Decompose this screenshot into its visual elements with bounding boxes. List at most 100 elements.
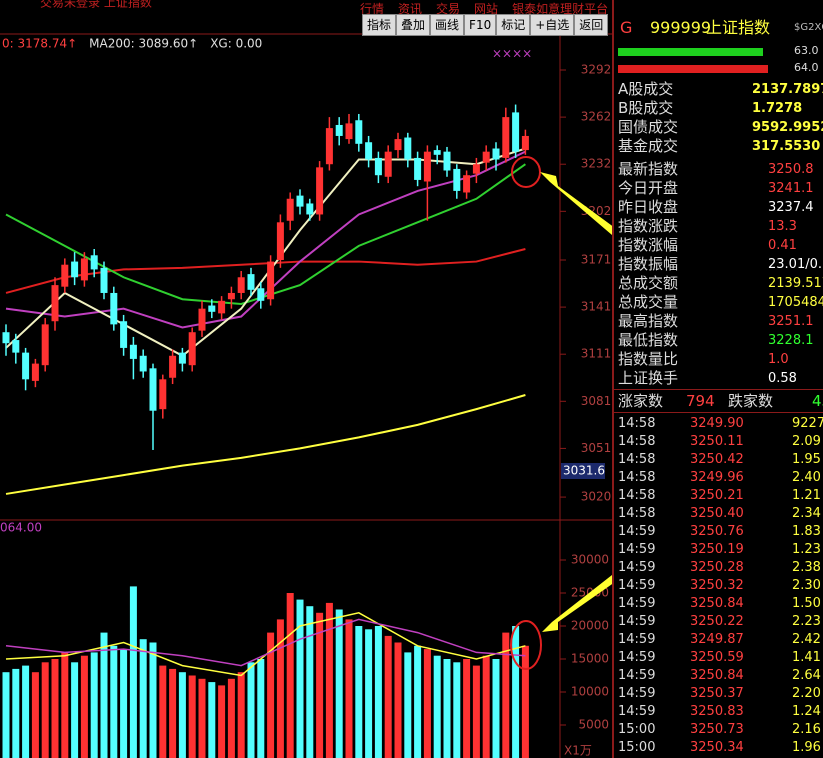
candle-body [237, 277, 245, 293]
price: 3250.22 [690, 614, 744, 629]
label: 总成交额 [618, 274, 679, 292]
candle-body [178, 352, 186, 364]
time: 14:59 [618, 668, 656, 683]
volume-bar [41, 662, 49, 758]
label: A股成交 [618, 80, 674, 98]
time: 14:59 [618, 560, 656, 575]
value: 1.7278 [752, 101, 803, 116]
y-tick-label: 3111 [581, 347, 612, 361]
candle-body [31, 363, 39, 381]
volume-bar [502, 632, 510, 758]
menu-item[interactable]: 行情 [360, 2, 385, 16]
candle-body [71, 261, 79, 278]
tick-row: 14:59 3250.32 2.30 [616, 576, 823, 595]
price-marker: 3031.6 [563, 464, 605, 478]
label: 最低指数 [618, 331, 679, 349]
label: 国债成交 [618, 118, 679, 136]
candle-body [267, 261, 275, 300]
y-tick-label: 3232 [581, 157, 612, 171]
price: 3250.83 [690, 704, 744, 719]
volume-bar [316, 612, 324, 758]
volume-bar [394, 642, 402, 758]
price: 3250.40 [690, 506, 744, 521]
price: 3250.28 [690, 560, 744, 575]
volume-bar [365, 629, 373, 758]
price: 3250.21 [690, 488, 744, 503]
volume-bar [286, 593, 294, 758]
volume-bar [51, 659, 59, 758]
volume-bar [31, 672, 39, 758]
volume-bar [423, 649, 431, 758]
y-tick-label: 5000 [578, 718, 609, 732]
ma-line [5, 394, 526, 495]
volume: 2.09 [792, 434, 821, 449]
bar-red [618, 65, 768, 73]
tick-row: 14:59 3250.83 1.24 [616, 702, 823, 721]
head-item: 上证指数 [706, 18, 771, 37]
label: 指数振幅 [618, 255, 679, 273]
volume-unit: X1万 [564, 744, 592, 758]
price: 3250.84 [690, 596, 744, 611]
value: 0.58 [768, 371, 797, 386]
volume-bar [453, 662, 461, 758]
toolbar-button[interactable]: 画线 [430, 14, 465, 36]
menu-item[interactable]: 交易 [436, 2, 461, 16]
price: 3250.32 [690, 578, 744, 593]
arrow [542, 575, 612, 632]
tick-row: 14:59 3250.84 1.50 [616, 594, 823, 613]
breadth-row: 涨家数 794 跌家数 45 [616, 392, 823, 411]
tick-row: 14:59 3250.84 2.64 [616, 666, 823, 685]
y-tick-label: 20000 [571, 619, 609, 633]
time: 14:59 [618, 524, 656, 539]
stat-row: 昨日收盘 3237.4 [616, 198, 823, 217]
y-tick-label: 3292 [581, 63, 612, 77]
volume-bar [120, 649, 128, 758]
value: 13.3 [768, 219, 797, 234]
candle-body [384, 151, 392, 177]
candle-body [325, 128, 333, 165]
candle-body [286, 198, 294, 221]
annotation-circle [510, 620, 542, 670]
label: 指数量比 [618, 350, 679, 368]
time: 14:59 [618, 578, 656, 593]
time: 14:59 [618, 650, 656, 665]
volume-bar [463, 659, 471, 758]
candle-body [149, 368, 157, 411]
y-tick-label: 3081 [581, 394, 612, 408]
bar-label: 64.0 [794, 61, 819, 74]
y-tick-label: 30000 [571, 553, 609, 567]
label: 最新指数 [618, 160, 679, 178]
volume-bar [178, 672, 186, 758]
candle-body [169, 355, 177, 378]
value: 0.41 [768, 238, 797, 253]
y-tick-label: 10000 [571, 685, 609, 699]
toolbar-button[interactable]: +自选 [530, 14, 575, 36]
stat-row: 指数涨幅 0.41 [616, 236, 823, 255]
label: 最高指数 [618, 312, 679, 330]
toolbar-button[interactable]: 指标 [362, 14, 397, 36]
value: 3237.4 [768, 200, 814, 215]
toolbar-button[interactable]: 叠加 [396, 14, 431, 36]
toolbar-button[interactable]: 标记 [496, 14, 531, 36]
menu-item[interactable]: 银泰如意理财平台 [512, 2, 609, 16]
time: 14:58 [618, 488, 656, 503]
volume-bar [345, 619, 353, 758]
toolbar-button[interactable]: 返回 [574, 14, 609, 36]
candle-body [316, 167, 324, 215]
time: 14:58 [618, 506, 656, 521]
candle-body [433, 150, 441, 155]
menu-item[interactable]: 网站 [474, 2, 499, 16]
value: 3251.1 [768, 314, 814, 329]
volume-bar [61, 652, 69, 758]
breadth-item: 45 [812, 392, 823, 410]
bg [0, 0, 612, 758]
candle-body [365, 142, 373, 160]
menu-item[interactable]: 资讯 [398, 2, 423, 16]
candle-body [61, 264, 69, 287]
time: 14:59 [618, 632, 656, 647]
candle-body [492, 148, 500, 160]
chart: 交易未登录 上证指数 0: 3178.74↑ MA200: 3089.60↑ XG:… [0, 0, 612, 758]
toolbar-button[interactable]: F10 [464, 14, 497, 36]
